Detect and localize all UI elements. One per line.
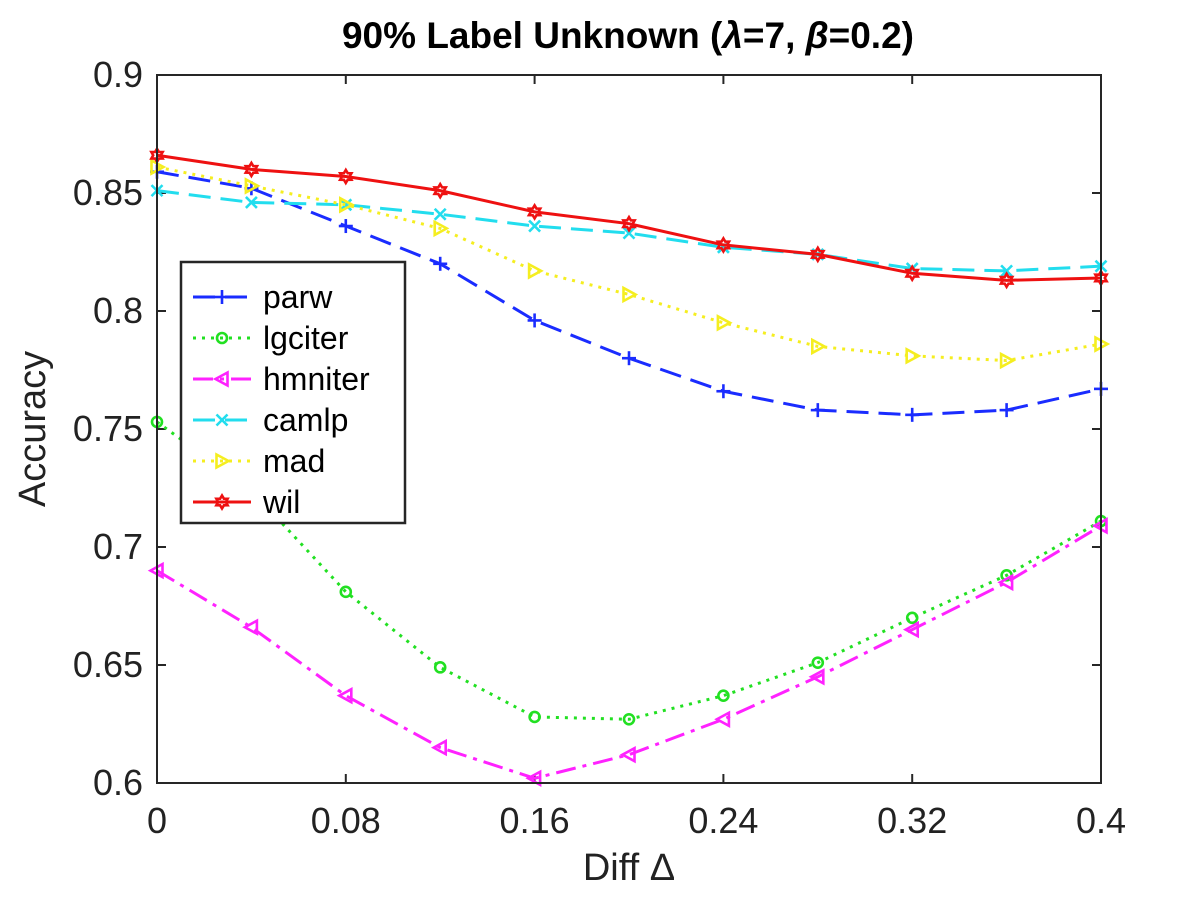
data-point-hmniter <box>714 710 731 728</box>
data-point-lgciter <box>811 656 825 669</box>
data-point-wil <box>337 167 354 186</box>
data-point-camlp <box>244 196 258 209</box>
series-line-parw <box>156 170 1102 417</box>
data-point-wil <box>243 160 260 179</box>
x-axis-label: Diff Δ <box>583 847 675 889</box>
data-point-hmniter <box>997 573 1014 592</box>
y-axis-label: Accuracy <box>12 351 54 507</box>
data-point-wil <box>621 214 637 233</box>
data-point-hmniter <box>525 769 542 787</box>
data-point-hmniter <box>902 620 920 639</box>
data-point-wil <box>715 235 732 254</box>
data-point-mad <box>433 219 450 238</box>
x-tick-label: 0.4 <box>1076 800 1126 841</box>
data-point-parw <box>433 256 448 271</box>
legend-box <box>179 260 407 525</box>
x-tick-label: 0.32 <box>877 800 947 841</box>
y-tick-label: 0.7 <box>93 526 143 567</box>
data-point-lgciter <box>339 585 353 599</box>
legend-label: camlp <box>263 402 348 438</box>
data-point-parw <box>338 219 353 234</box>
legend-item-lgciter: lgciter <box>193 320 349 356</box>
data-point-camlp <box>1000 264 1014 278</box>
data-point-lgciter <box>622 712 636 726</box>
legend-marker-parw <box>215 290 229 304</box>
data-point-wil <box>809 245 826 264</box>
data-point-mad <box>244 177 261 195</box>
data-point-parw <box>810 403 825 418</box>
legend-item-mad: mad <box>193 443 325 479</box>
x-tick-labels: 0 0.08 0.16 0.24 0.32 0.4 <box>147 800 1126 841</box>
data-point-lgciter <box>717 689 730 702</box>
x-tick-label: 0 <box>147 800 167 841</box>
legend-label: lgciter <box>263 320 349 356</box>
data-point-camlp <box>622 226 636 240</box>
data-point-hmniter <box>430 738 448 757</box>
legend-item-parw: parw <box>193 279 333 315</box>
legend-marker-hmniter <box>212 370 229 388</box>
data-point-camlp <box>528 219 542 233</box>
data-point-parw <box>905 407 920 422</box>
legend-item-camlp: camlp <box>193 402 348 438</box>
y-tick-label: 0.75 <box>73 408 143 449</box>
legend-item-wil: wil <box>193 484 300 520</box>
series-line-lgciter <box>156 420 1102 721</box>
data-point-mad <box>622 285 639 304</box>
data-point-parw <box>527 313 542 328</box>
x-tick-label: 0.24 <box>688 800 758 841</box>
data-point-hmniter <box>619 745 636 764</box>
data-point-lgciter <box>433 661 447 674</box>
series-parw <box>150 164 1108 422</box>
legend-marker-lgciter <box>215 331 229 345</box>
data-point-mad <box>905 347 922 365</box>
data-point-parw <box>622 351 636 366</box>
data-point-wil <box>998 271 1015 290</box>
y-tick-labels: 0.6 0.65 0.7 0.75 0.8 0.85 0.9 <box>73 54 143 803</box>
series-line-mad <box>156 165 1102 363</box>
data-point-mad <box>716 314 733 332</box>
legend-marker-camlp <box>215 413 229 427</box>
data-point-lgciter <box>528 710 541 724</box>
data-point-hmniter <box>242 618 259 636</box>
series-line-wil <box>156 153 1102 282</box>
legend-label: parw <box>263 279 333 315</box>
data-point-lgciter <box>905 611 919 625</box>
y-tick-label: 0.6 <box>93 762 143 803</box>
x-tick-label: 0.08 <box>311 800 381 841</box>
data-point-wil <box>432 181 449 200</box>
legend-marker-wil <box>214 492 230 512</box>
plot-frame <box>156 74 1102 784</box>
legend-marker-mad <box>215 452 232 470</box>
data-point-hmniter <box>336 686 353 705</box>
legend-label: mad <box>263 443 325 479</box>
data-point-wil <box>526 202 543 221</box>
y-tick-label: 0.9 <box>93 54 143 95</box>
data-point-parw <box>716 384 731 399</box>
data-point-mad <box>999 351 1016 370</box>
data-point-mad <box>810 337 828 356</box>
legend-item-hmniter: hmniter <box>193 361 370 397</box>
data-point-hmniter <box>808 668 825 686</box>
x-tick-label: 0.16 <box>500 800 570 841</box>
data-point-camlp <box>433 207 447 221</box>
data-point-wil <box>904 264 921 283</box>
legend-label: wil <box>262 484 300 520</box>
y-tick-label: 0.8 <box>93 290 143 331</box>
y-tick-label: 0.65 <box>73 644 143 685</box>
data-point-camlp <box>339 198 353 212</box>
chart-title: 90% Label Unknown (λ=7, β=0.2) <box>342 15 914 56</box>
data-point-mad <box>338 196 356 214</box>
data-point-mad <box>527 262 544 280</box>
series-line-hmniter <box>156 524 1102 780</box>
data-point-parw <box>999 403 1014 418</box>
y-tick-label: 0.85 <box>73 172 143 213</box>
legend-label: hmniter <box>263 361 370 397</box>
legend: parw lgciter hmniter camlp mad wil <box>179 260 407 525</box>
